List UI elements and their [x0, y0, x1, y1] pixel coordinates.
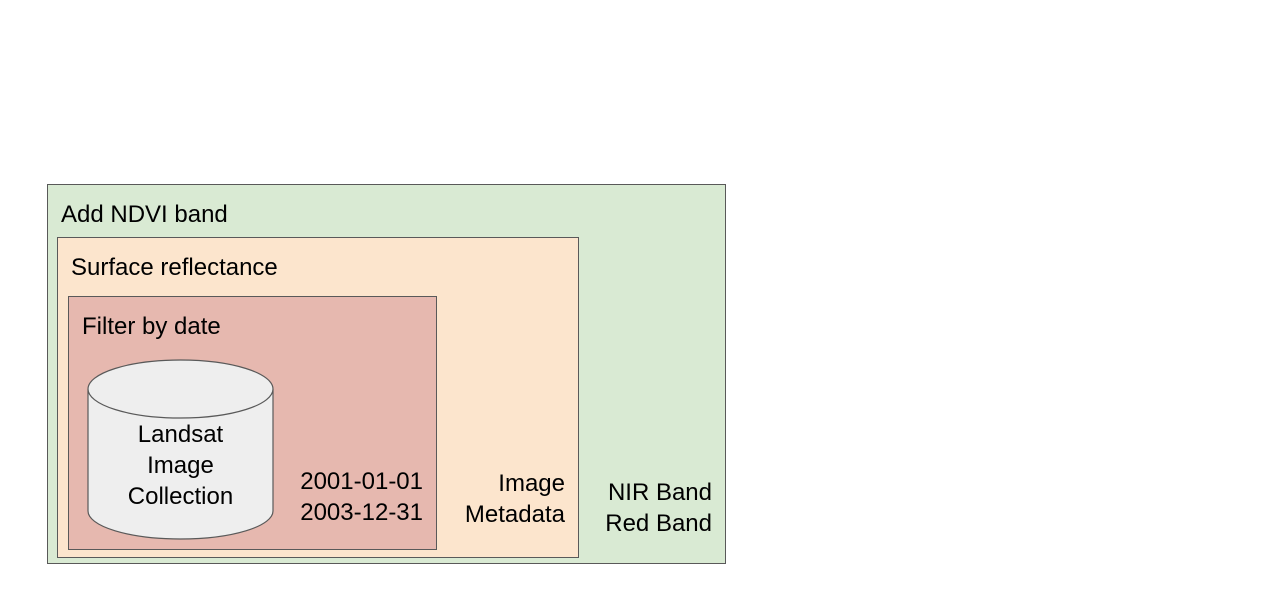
image-collection-cylinder-icon	[87, 359, 274, 540]
end-date: 2003-12-31	[300, 499, 423, 526]
image-metadata-line-1: Image	[498, 470, 565, 497]
add-ndvi-band-title: Add NDVI band	[61, 201, 228, 228]
nir-band-label: NIR Band	[607, 479, 712, 506]
start-date: 2001-01-01	[300, 468, 423, 495]
image-metadata-line-2: Metadata	[464, 501, 565, 528]
collection-line-3: Collection	[127, 483, 234, 510]
red-band-label: Red Band	[605, 510, 712, 537]
collection-label: Landsat Image Collection	[87, 419, 274, 512]
collection-line-2: Image	[147, 452, 214, 479]
image-metadata-note: Image Metadata	[465, 468, 565, 530]
date-range: 2001-01-01 2003-12-31	[300, 466, 423, 528]
filter-by-date-title: Filter by date	[82, 313, 221, 340]
collection-line-1: Landsat	[137, 421, 224, 448]
surface-reflectance-title: Surface reflectance	[71, 254, 278, 281]
band-list: NIR Band Red Band	[605, 477, 712, 539]
